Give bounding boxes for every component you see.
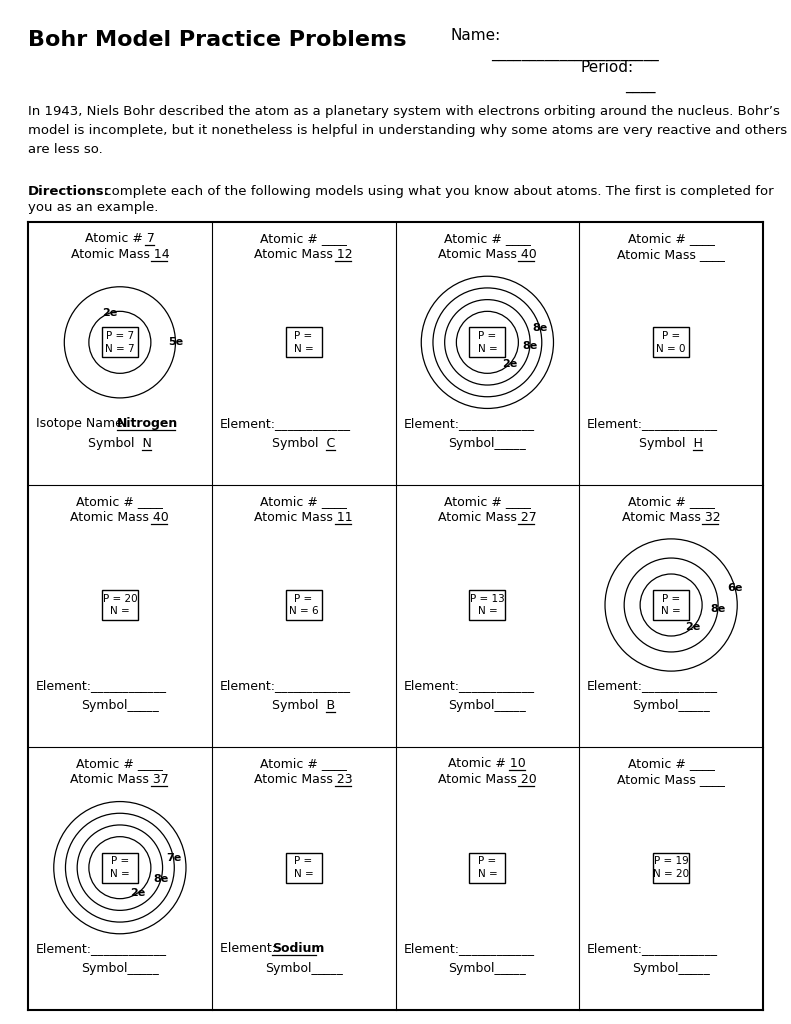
Text: ______________________: ______________________ (491, 46, 659, 61)
Text: 8e: 8e (153, 873, 168, 884)
Text: 7e: 7e (166, 853, 181, 863)
Text: Bohr Model Practice Problems: Bohr Model Practice Problems (28, 30, 407, 50)
Text: Atomic Mass 20: Atomic Mass 20 (438, 773, 537, 786)
Text: Element:____________: Element:____________ (36, 942, 167, 955)
FancyBboxPatch shape (286, 328, 322, 357)
Text: Symbol  N: Symbol N (88, 436, 152, 450)
Text: Sodium: Sodium (272, 942, 324, 955)
Text: 2e: 2e (686, 622, 701, 632)
Text: P =
N =: P = N = (293, 331, 313, 353)
Text: Element:____________: Element:____________ (587, 417, 718, 430)
FancyBboxPatch shape (653, 328, 689, 357)
Text: P =
N = 0: P = N = 0 (657, 331, 686, 353)
Text: 5e: 5e (168, 337, 183, 347)
Text: complete each of the following models using what you know about atoms. The first: complete each of the following models us… (100, 185, 774, 198)
Text: Symbol  C: Symbol C (272, 436, 335, 450)
Text: Period:: Period: (580, 60, 633, 75)
Text: Atomic # ____: Atomic # ____ (628, 758, 714, 770)
Text: 8e: 8e (532, 324, 547, 333)
Text: Atomic # ____: Atomic # ____ (260, 495, 347, 508)
Text: Atomic Mass 14: Atomic Mass 14 (70, 248, 169, 261)
Text: Directions:: Directions: (28, 185, 110, 198)
Text: Atomic Mass 32: Atomic Mass 32 (622, 511, 721, 523)
Text: 2e: 2e (501, 359, 517, 370)
FancyBboxPatch shape (653, 853, 689, 883)
FancyBboxPatch shape (102, 590, 138, 620)
FancyBboxPatch shape (469, 590, 505, 620)
Text: Atomic # 10: Atomic # 10 (448, 758, 526, 770)
FancyBboxPatch shape (653, 590, 689, 620)
Text: Element:____________: Element:____________ (220, 417, 350, 430)
Text: Isotope Name:: Isotope Name: (36, 417, 131, 430)
Text: Atomic # ____: Atomic # ____ (444, 495, 531, 508)
Text: Atomic # ____: Atomic # ____ (77, 495, 163, 508)
Text: Element:____________: Element:____________ (403, 417, 535, 430)
Text: 8e: 8e (522, 341, 538, 351)
Text: Atomic Mass 11: Atomic Mass 11 (255, 511, 353, 523)
Text: Atomic Mass 40: Atomic Mass 40 (70, 511, 169, 523)
Text: Element:____________: Element:____________ (403, 942, 535, 955)
Text: Symbol  H: Symbol H (639, 436, 703, 450)
Text: Name:: Name: (450, 28, 500, 43)
Text: Atomic Mass 37: Atomic Mass 37 (70, 773, 169, 786)
Text: Symbol_____: Symbol_____ (448, 699, 526, 713)
FancyBboxPatch shape (286, 853, 322, 883)
Text: P =
N =: P = N = (293, 856, 313, 879)
Text: P =
N =: P = N = (110, 856, 130, 879)
Text: Symbol_____: Symbol_____ (632, 699, 710, 713)
Text: P =
N =: P = N = (661, 594, 681, 616)
Text: 6e: 6e (727, 583, 743, 593)
Text: Atomic # ____: Atomic # ____ (444, 232, 531, 245)
Text: Atomic Mass 12: Atomic Mass 12 (255, 248, 353, 261)
Text: Element:: Element: (220, 942, 280, 955)
Text: Symbol_____: Symbol_____ (265, 962, 343, 975)
Text: Element:____________: Element:____________ (36, 679, 167, 692)
Text: Atomic # 7: Atomic # 7 (85, 232, 155, 245)
Text: 2e: 2e (130, 888, 146, 898)
Text: Atomic Mass 23: Atomic Mass 23 (255, 773, 353, 786)
Text: Atomic # ____: Atomic # ____ (628, 495, 714, 508)
Text: P =
N =: P = N = (478, 856, 498, 879)
FancyBboxPatch shape (102, 853, 138, 883)
Text: Atomic Mass 27: Atomic Mass 27 (438, 511, 537, 523)
Text: P = 20
N =: P = 20 N = (103, 594, 137, 616)
Text: P = 7
N = 7: P = 7 N = 7 (105, 331, 134, 353)
Text: Nitrogen: Nitrogen (117, 417, 179, 430)
Text: Element:____________: Element:____________ (403, 679, 535, 692)
Text: Symbol_____: Symbol_____ (448, 436, 526, 450)
Text: P = 13
N =: P = 13 N = (470, 594, 505, 616)
FancyBboxPatch shape (469, 328, 505, 357)
Text: Atomic # ____: Atomic # ____ (77, 758, 163, 770)
Text: 8e: 8e (710, 604, 725, 614)
Text: Symbol_____: Symbol_____ (81, 699, 159, 713)
Text: Atomic # ____: Atomic # ____ (260, 232, 347, 245)
FancyBboxPatch shape (102, 328, 138, 357)
Text: 2e: 2e (102, 308, 117, 318)
Text: Symbol_____: Symbol_____ (81, 962, 159, 975)
Text: Element:____________: Element:____________ (587, 942, 718, 955)
Text: P =
N =: P = N = (478, 331, 498, 353)
Text: Atomic Mass ____: Atomic Mass ____ (617, 248, 725, 261)
Text: ____: ____ (625, 78, 656, 93)
Text: In 1943, Niels Bohr described the atom as a planetary system with electrons orbi: In 1943, Niels Bohr described the atom a… (28, 105, 787, 156)
Text: Element:____________: Element:____________ (587, 679, 718, 692)
Text: Element:____________: Element:____________ (220, 679, 350, 692)
FancyBboxPatch shape (469, 853, 505, 883)
Text: Symbol_____: Symbol_____ (448, 962, 526, 975)
Text: you as an example.: you as an example. (28, 201, 158, 214)
Text: Atomic # ____: Atomic # ____ (260, 758, 347, 770)
FancyBboxPatch shape (286, 590, 322, 620)
Text: Atomic Mass ____: Atomic Mass ____ (617, 773, 725, 786)
Text: P =
N = 6: P = N = 6 (289, 594, 319, 616)
Text: P = 19
N = 20: P = 19 N = 20 (653, 856, 689, 879)
Text: Symbol  B: Symbol B (272, 699, 335, 713)
Text: Symbol_____: Symbol_____ (632, 962, 710, 975)
Text: Atomic Mass 40: Atomic Mass 40 (438, 248, 537, 261)
Text: Atomic # ____: Atomic # ____ (628, 232, 714, 245)
